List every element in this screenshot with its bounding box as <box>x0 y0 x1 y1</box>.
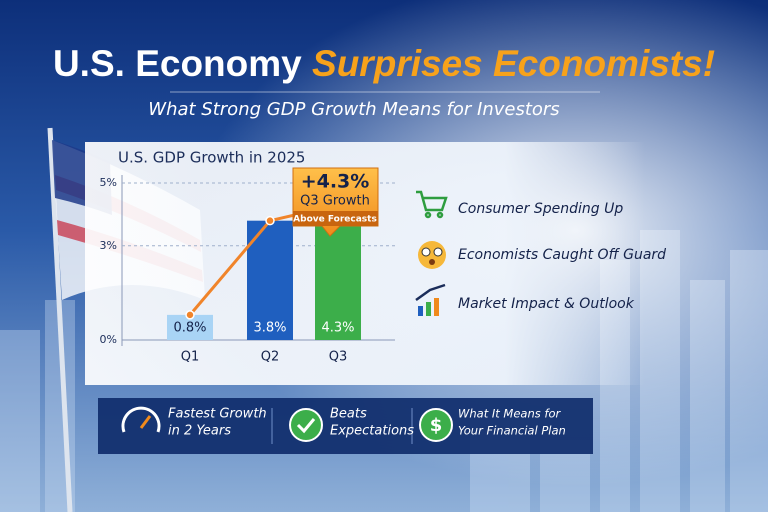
y-tick-label: 5% <box>100 176 117 189</box>
callout-text: Q3 Growth <box>300 194 370 209</box>
trend-point <box>185 310 195 320</box>
highlight-icons <box>415 190 448 316</box>
subtitle: What Strong GDP Growth Means for Investo… <box>148 99 559 120</box>
headline-lead: U.S. Economy <box>53 43 302 84</box>
footer-text: Your Financial Plan <box>458 424 566 438</box>
headline-accent: Surprises Economists! <box>312 43 715 84</box>
footer-bar <box>98 398 593 454</box>
headline: U.S. Economy Surprises Economists! <box>53 43 715 84</box>
highlight: Consumer Spending Up <box>458 201 623 217</box>
callout-note: Above Forecasts <box>293 215 377 225</box>
footer-text: in 2 Years <box>168 424 231 439</box>
x-tick-label: Q1 <box>181 350 200 365</box>
highlight: Economists Caught Off Guard <box>458 247 666 263</box>
y-tick-label: 3% <box>100 239 117 252</box>
footer-text: What It Means for <box>458 407 561 421</box>
x-tick-label: Q2 <box>261 350 280 365</box>
y-tick-label: 0% <box>100 333 117 346</box>
footer-text: Beats <box>330 407 367 422</box>
chart-title: U.S. GDP Growth in 2025 <box>118 149 305 167</box>
highlight: Market Impact & Outlook <box>458 296 635 312</box>
value-label: 4.3% <box>321 321 354 336</box>
callout-headline: +4.3% <box>301 171 370 193</box>
trend-point <box>265 215 275 226</box>
footer-text: Expectations <box>330 424 414 439</box>
callout: +4.3% Q3 Growth Above Forecasts <box>292 167 379 237</box>
svg-text:$: $ <box>430 415 443 436</box>
footer-icons: $ <box>121 406 453 444</box>
value-label: 3.8% <box>253 321 286 336</box>
footer-text: Fastest Growth <box>168 407 267 422</box>
footer: Fastest Growth in 2 Years Beats Expectation… <box>168 407 566 439</box>
x-tick-label: Q3 <box>329 350 348 365</box>
value-label: 0.8% <box>173 321 206 336</box>
